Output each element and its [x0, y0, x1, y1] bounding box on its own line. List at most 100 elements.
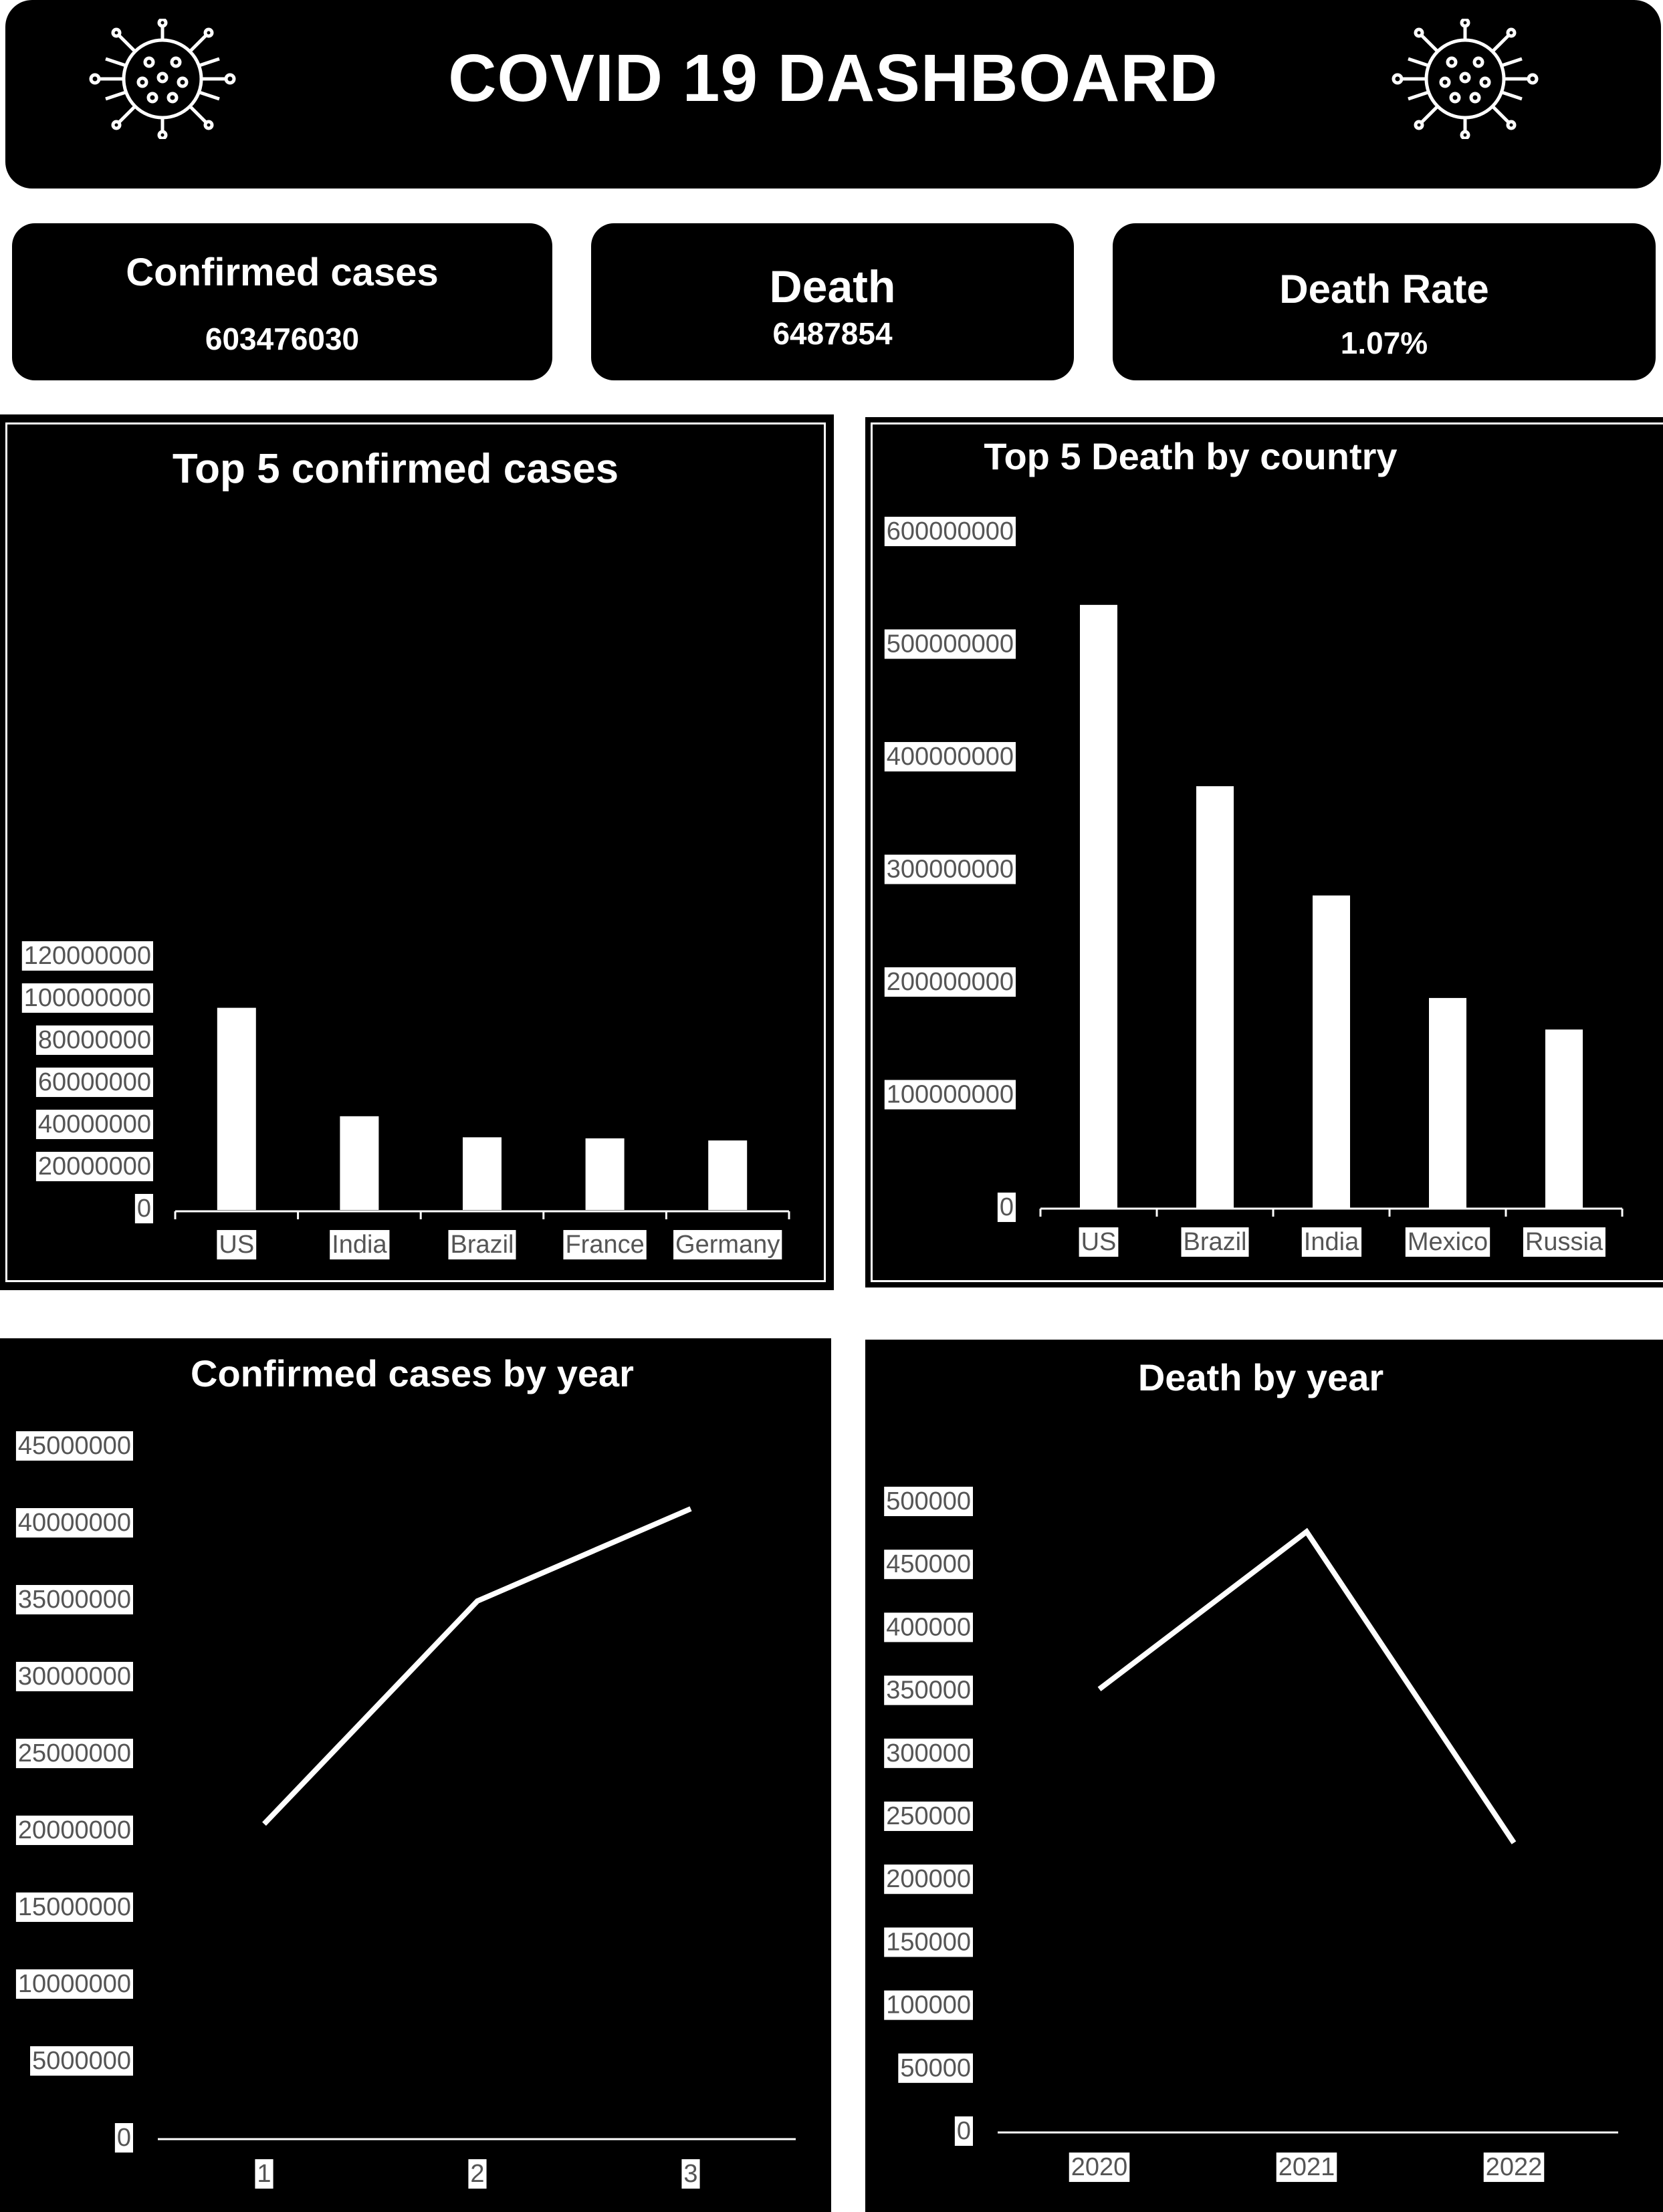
y-tick-label-bg — [35, 1068, 153, 1098]
y-tick-label: 350000 — [886, 1677, 971, 1705]
kpi-death-rate: Death Rate 1.07% — [1113, 223, 1656, 380]
y-tick-label: 50000 — [900, 2054, 971, 2082]
x-tick-label-bg — [681, 2159, 700, 2189]
y-tick-label: 100000 — [886, 1991, 971, 2019]
y-tick-label-bg — [884, 967, 1016, 997]
x-tick-label-bg — [1523, 1227, 1605, 1257]
chart-title: Top 5 confirmed cases — [172, 446, 619, 492]
y-tick-label: 250000 — [886, 1802, 971, 1830]
y-tick-label: 300000000 — [887, 856, 1014, 884]
y-tick-label-bg — [954, 2116, 973, 2146]
x-tick-label: 2022 — [1486, 2153, 1543, 2181]
y-tick-label: 400000000 — [887, 743, 1014, 771]
kpi-value: 6487854 — [772, 316, 893, 351]
kpi-label: Death Rate — [1279, 267, 1489, 312]
y-tick-label-bg — [884, 1612, 973, 1642]
x-tick-label: India — [1304, 1228, 1359, 1256]
y-tick-label: 400000 — [886, 1613, 971, 1641]
kpi-label: Confirmed cases — [126, 251, 439, 294]
y-tick-label: 500000000 — [887, 630, 1014, 658]
line-chart: 0 5000000 10000000 15000000 20000000 25000000… — [15, 1431, 796, 2189]
chart-title: Death by year — [1137, 1356, 1384, 1398]
bar — [1429, 997, 1466, 1209]
y-tick-label: 60000000 — [38, 1068, 151, 1096]
y-tick-label-bg — [884, 1864, 973, 1894]
y-tick-label-bg — [35, 1152, 153, 1182]
y-tick-label: 30000000 — [18, 1663, 131, 1691]
y-tick-label-bg — [884, 629, 1016, 659]
y-tick-label: 45000000 — [18, 1432, 131, 1460]
x-tick-label: 2020 — [1071, 2153, 1128, 2181]
y-tick-label-bg — [15, 1892, 133, 1923]
y-tick-label-bg — [35, 1025, 153, 1056]
y-tick-label: 0 — [1000, 1193, 1014, 1221]
y-tick-label: 500000 — [886, 1487, 971, 1515]
y-tick-label: 300000 — [886, 1739, 971, 1767]
y-tick-label: 100000000 — [24, 984, 151, 1012]
y-tick-label-bg — [21, 983, 153, 1013]
kpi-value: 603476030 — [205, 322, 360, 356]
y-tick-label-bg — [15, 1508, 133, 1538]
x-tick-label: 2 — [470, 2160, 484, 2188]
bar — [1196, 786, 1234, 1209]
kpi-label: Death — [769, 261, 896, 312]
y-tick-label-bg — [884, 1927, 973, 1957]
y-tick-label-bg — [884, 1550, 973, 1580]
series-line — [262, 1506, 692, 1826]
virus-icon — [89, 19, 236, 139]
x-tick-label-bg — [468, 2159, 487, 2189]
y-tick-label-bg — [15, 1431, 133, 1461]
y-tick-label: 10000000 — [18, 1970, 131, 1998]
y-tick-label-bg — [898, 2053, 973, 2083]
y-tick-label-bg — [884, 854, 1016, 884]
bar — [463, 1137, 502, 1210]
y-tick-label: 600000000 — [887, 517, 1014, 545]
bar-chart: 0 20000000 40000000 60000000 80000000 1000000… — [21, 941, 790, 1260]
x-tick-label-bg — [1301, 1227, 1362, 1257]
y-tick-label: 40000000 — [38, 1110, 151, 1138]
page-title: COVID 19 DASHBOARD — [448, 41, 1218, 116]
y-tick-label-bg — [134, 1194, 153, 1224]
x-tick-label-bg — [1069, 2153, 1130, 2183]
x-tick-label: US — [219, 1231, 254, 1259]
chart-title: Top 5 Death by country — [984, 435, 1398, 477]
y-tick-label-bg — [884, 1487, 973, 1517]
line-chart: 0 50000 100000 150000 200000 250000 300000 3500… — [884, 1487, 1618, 2183]
chart-death-by-year: Death by year 0 50000 100000 150000 200000 25… — [865, 1340, 1663, 2212]
bar — [708, 1140, 748, 1210]
y-tick-label-bg — [15, 1662, 133, 1692]
y-tick-label: 15000000 — [18, 1893, 131, 1921]
y-tick-label-bg — [35, 1110, 153, 1140]
y-tick-label-bg — [15, 1585, 133, 1615]
y-tick-label-bg — [884, 517, 1016, 547]
y-tick-label-bg — [884, 1990, 973, 2020]
y-tick-label-bg — [884, 742, 1016, 772]
x-tick-label-bg — [673, 1230, 782, 1260]
y-tick-label: 0 — [137, 1195, 151, 1223]
chart-top5-death: Top 5 Death by country 0 100000000 2000000… — [865, 417, 1663, 1287]
y-tick-label: 0 — [117, 2124, 131, 2152]
x-tick-label: France — [565, 1231, 644, 1259]
x-tick-label-bg — [1405, 1227, 1490, 1257]
y-tick-label-bg — [15, 1739, 133, 1769]
x-tick-label: Brazil — [450, 1231, 514, 1259]
x-tick-label-bg — [1079, 1227, 1119, 1257]
y-tick-label: 150000 — [886, 1928, 971, 1956]
bar — [340, 1116, 379, 1210]
y-tick-label: 120000000 — [24, 942, 151, 970]
x-tick-label-bg — [217, 1230, 257, 1260]
chart-confirmed-by-year: Confirmed cases by year 0 5000000 10000000… — [0, 1338, 831, 2212]
virus-icon — [1392, 19, 1539, 139]
y-tick-label: 100000000 — [887, 1081, 1014, 1109]
y-tick-label-bg — [21, 941, 153, 971]
y-tick-label-bg — [15, 1816, 133, 1846]
y-tick-label-bg — [884, 1802, 973, 1832]
x-tick-label: India — [332, 1231, 387, 1259]
x-tick-label-bg — [330, 1230, 390, 1260]
bar — [1545, 1029, 1583, 1209]
chart-title: Confirmed cases by year — [191, 1352, 634, 1394]
x-tick-label-bg — [448, 1230, 516, 1260]
bar-chart: 0 100000000 200000000 300000000 400000000 500… — [884, 517, 1624, 1257]
x-tick-label: Russia — [1525, 1228, 1603, 1256]
y-tick-label: 5000000 — [32, 2047, 131, 2075]
